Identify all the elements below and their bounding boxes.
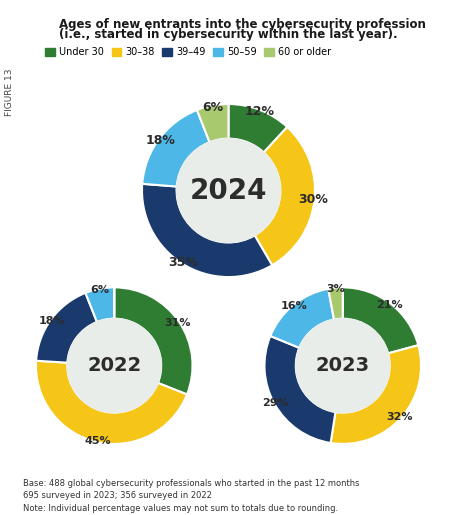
Text: FIGURE 13: FIGURE 13 [5,69,14,116]
Text: 30%: 30% [298,193,328,207]
Text: 2024: 2024 [190,177,267,204]
Wedge shape [36,293,97,363]
Text: 21%: 21% [376,300,403,310]
Text: Base: 488 global cybersecurity professionals who started in the past 12 months
6: Base: 488 global cybersecurity professio… [23,479,359,513]
Wedge shape [270,289,334,348]
Text: 3%: 3% [326,284,345,294]
Wedge shape [343,287,418,353]
Wedge shape [197,104,228,142]
Text: 16%: 16% [281,301,308,311]
Text: 31%: 31% [165,318,191,328]
Wedge shape [114,287,192,394]
Wedge shape [228,104,287,152]
Text: 2023: 2023 [316,356,370,375]
Text: 6%: 6% [202,101,223,114]
Text: 45%: 45% [84,436,111,445]
Wedge shape [36,360,187,444]
Wedge shape [142,184,272,277]
Text: 35%: 35% [169,256,198,269]
Circle shape [296,319,390,413]
Wedge shape [255,127,315,265]
Wedge shape [142,110,210,186]
Wedge shape [330,345,421,444]
Circle shape [67,319,161,413]
Text: 32%: 32% [387,412,413,422]
Text: 29%: 29% [262,398,289,408]
Text: Ages of new entrants into the cybersecurity profession: Ages of new entrants into the cybersecur… [59,18,426,31]
Wedge shape [328,287,343,319]
Circle shape [176,139,281,243]
Text: 6%: 6% [90,285,109,295]
Text: 18%: 18% [39,316,65,325]
Text: (i.e., started in cybersecurity within the last year).: (i.e., started in cybersecurity within t… [59,28,398,41]
Wedge shape [265,336,335,443]
Text: 2022: 2022 [87,356,141,375]
Text: 18%: 18% [145,133,175,147]
Text: 12%: 12% [244,105,274,118]
Legend: Under 30, 30–38, 39–49, 50–59, 60 or older: Under 30, 30–38, 39–49, 50–59, 60 or old… [42,43,335,61]
Wedge shape [85,287,114,322]
